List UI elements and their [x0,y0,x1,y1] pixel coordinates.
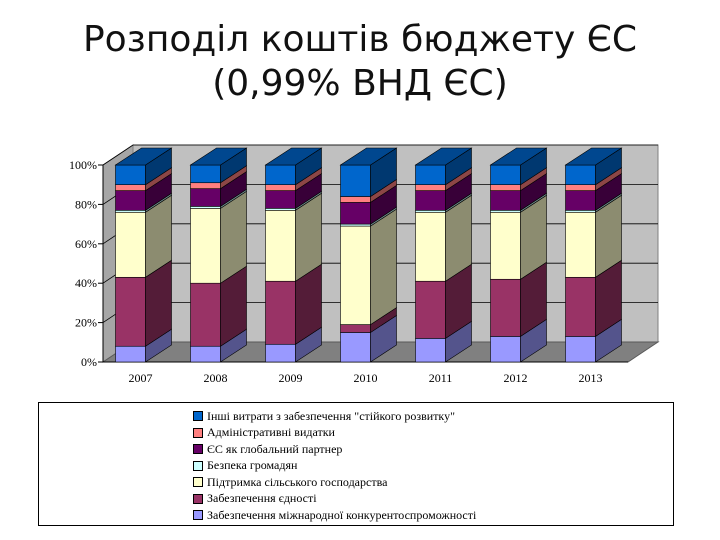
bar-segment [415,338,446,363]
chart-title-line-2: (0,99% ВНД ЄС) [212,63,508,104]
bar-segment [565,164,596,186]
bar-top [264,147,323,166]
bar-top [339,147,398,166]
legend-swatch [193,510,203,520]
bar-segment [190,164,221,184]
bar-segment-side [370,208,397,326]
bar-segment [340,324,371,333]
x-tick-label: 2012 [504,371,528,385]
legend-label: Інші витрати з забезпечення "стійкого ро… [207,408,455,423]
x-tick-label: 2011 [429,371,453,385]
bar-segment [340,225,371,325]
y-tick-label: 80% [75,197,97,211]
bar-segment [415,280,446,339]
bar-top [414,147,473,166]
y-tick-label: 40% [75,276,97,290]
legend-label: Забезпечення міжнародної конкурентоспром… [207,507,477,522]
x-tick-label: 2010 [354,371,378,385]
legend-item: Безпека громадян [193,458,297,474]
bar-segment [265,164,296,186]
bar-segment [115,211,146,278]
bar-segment [565,190,596,211]
bar-segment [190,182,221,189]
bar-top [189,147,248,166]
legend-label: Безпека громадян [207,458,298,472]
chart-title-line-1: Розподіл коштів бюджету ЄС [82,19,638,60]
y-tick-label: 60% [75,237,97,251]
legend-swatch [193,411,203,421]
bar-segment [490,164,521,186]
bar-segment [415,184,446,191]
bar-segment [265,343,296,363]
legend-item: Адміністративні видатки [193,425,335,441]
bar-segment [115,276,146,347]
legend-swatch [193,427,203,438]
legend-swatch [193,444,203,454]
bar-top [114,147,173,166]
y-tick-label: 100% [69,158,97,172]
legend-item: Забезпечення міжнародної конкурентоспром… [193,507,476,523]
legend-label: Підтримка сільського господарства [207,474,388,489]
legend-item: Інші витрати з забезпечення "стійкого ро… [193,408,455,424]
bar-segment [340,332,371,363]
x-tick-label: 2013 [579,371,603,385]
bar-segment [565,184,596,191]
legend-swatch [193,460,203,471]
bar-segment [490,278,521,337]
bar-segment [265,280,296,345]
bar-segment [565,211,596,278]
bar-segment [415,190,446,211]
legend-item: Забезпечення єдності [193,491,317,507]
bar-segment [115,184,146,191]
bar-segment [115,345,146,363]
y-tick-label: 0% [81,355,97,369]
bar-segment [415,164,446,186]
bar-segment [265,190,296,209]
bar-segment [490,211,521,280]
bar-segment [115,190,146,211]
bar-top [489,147,548,166]
bar-segment [565,336,596,363]
bar-segment [565,276,596,337]
legend-label: Забезпечення єдності [207,491,317,505]
x-tick-label: 2007 [129,371,153,385]
chart-legend: Інші витрати з забезпечення "стійкого ро… [38,402,674,526]
legend-label: ЄС як глобальний партнер [207,441,343,456]
bar-segment [190,188,221,207]
bar-segment [340,164,371,197]
bar-segment [490,190,521,211]
legend-swatch [193,493,203,504]
x-tick-label: 2009 [279,371,303,385]
bar-segment [415,211,446,282]
legend-item: Підтримка сільського господарства [193,474,387,490]
y-gridline [102,144,658,166]
bar-segment [490,336,521,363]
bar-top [564,147,623,166]
bar-segment [490,184,521,191]
legend-item: ЄС як глобальний партнер [193,441,342,457]
bar-segment [190,282,221,347]
bar-segment [115,164,146,186]
y-tick-label: 20% [75,316,97,330]
bar-segment [190,208,221,284]
legend-label: Адміністративні видатки [207,425,335,439]
bar-segment [340,196,371,203]
bar-segment [265,210,296,282]
bar-segment [190,345,221,363]
bar-segment [340,202,371,225]
bar-segment [265,184,296,191]
legend-swatch [193,477,203,487]
x-tick-label: 2008 [204,371,228,385]
chart-title: Розподіл коштів бюджету ЄС (0,99% ВНД ЄС… [0,18,720,106]
